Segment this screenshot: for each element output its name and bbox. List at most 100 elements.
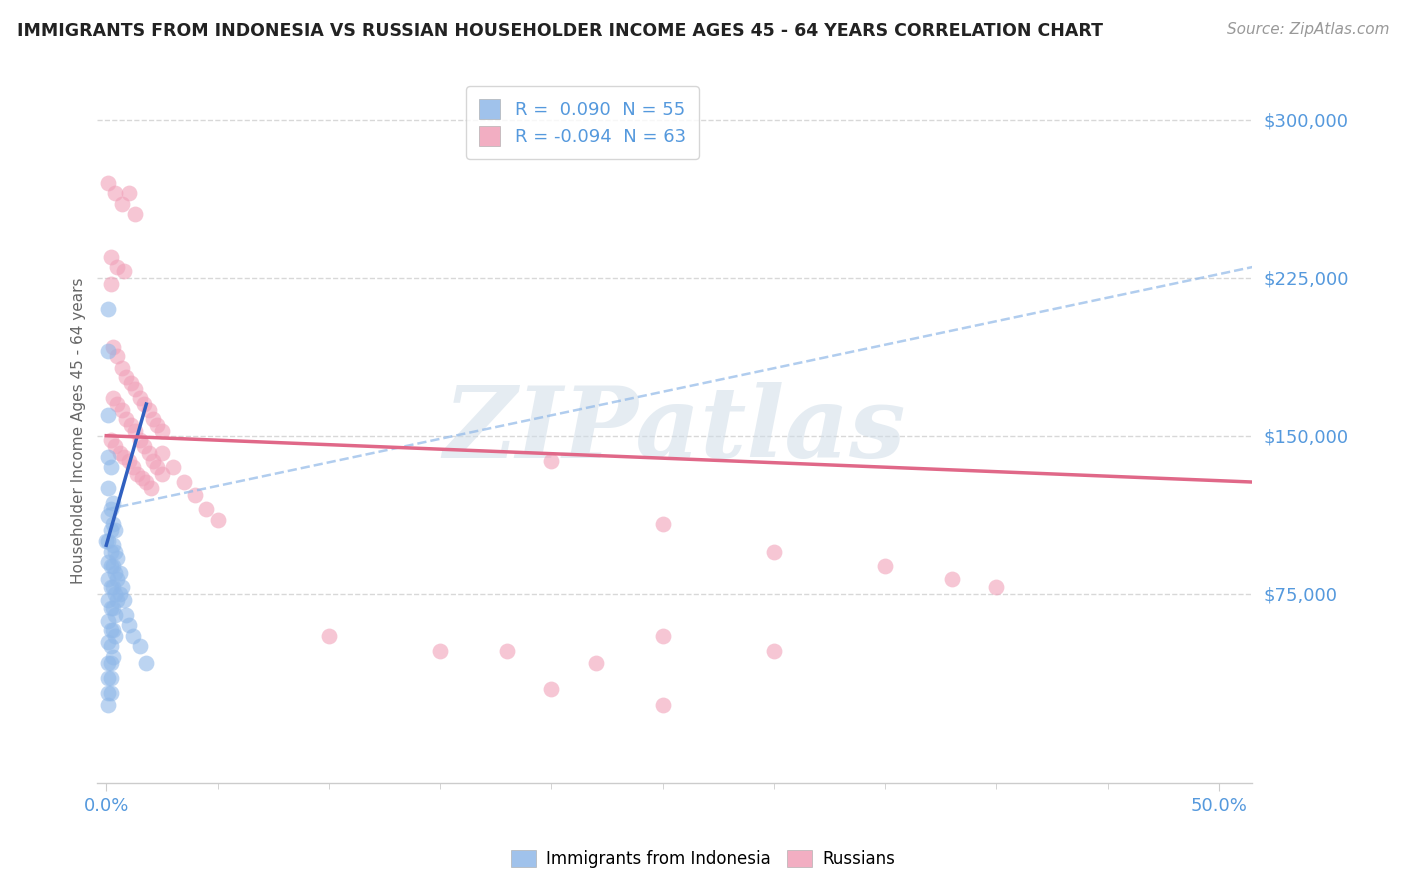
Point xyxy=(540,454,562,468)
Point xyxy=(104,544,127,558)
Point xyxy=(111,581,134,595)
Point xyxy=(101,340,124,354)
Point xyxy=(100,686,122,700)
Point xyxy=(986,581,1008,595)
Point xyxy=(195,502,218,516)
Point xyxy=(97,572,120,586)
Point xyxy=(762,643,785,657)
Point xyxy=(124,425,146,439)
Point xyxy=(117,618,139,632)
Point xyxy=(318,629,340,643)
Point xyxy=(97,593,120,607)
Point xyxy=(146,460,169,475)
Point xyxy=(100,502,122,516)
Point xyxy=(100,601,122,615)
Point xyxy=(104,629,127,643)
Text: Source: ZipAtlas.com: Source: ZipAtlas.com xyxy=(1226,22,1389,37)
Y-axis label: Householder Income Ages 45 - 64 years: Householder Income Ages 45 - 64 years xyxy=(72,277,86,583)
Point xyxy=(105,593,128,607)
Point xyxy=(112,264,135,278)
Point xyxy=(762,544,785,558)
Point xyxy=(111,403,134,417)
Point xyxy=(115,607,138,622)
Point xyxy=(150,445,173,459)
Point xyxy=(150,425,173,439)
Point xyxy=(100,623,122,637)
Point xyxy=(142,454,165,468)
Point xyxy=(97,686,120,700)
Point xyxy=(97,302,120,317)
Point xyxy=(162,460,184,475)
Point xyxy=(108,587,131,601)
Text: ZIPatlas: ZIPatlas xyxy=(443,382,905,479)
Point xyxy=(651,629,673,643)
Point xyxy=(101,601,124,615)
Point xyxy=(122,629,145,643)
Point xyxy=(111,197,134,211)
Point xyxy=(97,657,120,671)
Point xyxy=(105,572,128,586)
Point xyxy=(101,581,124,595)
Text: IMMIGRANTS FROM INDONESIA VS RUSSIAN HOUSEHOLDER INCOME AGES 45 - 64 YEARS CORRE: IMMIGRANTS FROM INDONESIA VS RUSSIAN HOU… xyxy=(17,22,1102,40)
Point xyxy=(112,593,135,607)
Point xyxy=(138,445,160,459)
Point xyxy=(101,649,124,664)
Point xyxy=(97,555,120,569)
Point xyxy=(142,412,165,426)
Point xyxy=(105,397,128,411)
Point xyxy=(135,657,157,671)
Point xyxy=(127,467,149,481)
Point xyxy=(651,517,673,532)
Legend: Immigrants from Indonesia, Russians: Immigrants from Indonesia, Russians xyxy=(505,843,901,875)
Point xyxy=(138,403,160,417)
Point xyxy=(101,559,124,574)
Point xyxy=(97,698,120,713)
Point xyxy=(100,581,122,595)
Point xyxy=(105,550,128,565)
Point xyxy=(97,344,120,359)
Point xyxy=(115,369,138,384)
Point xyxy=(104,524,127,538)
Legend: R =  0.090  N = 55, R = -0.094  N = 63: R = 0.090 N = 55, R = -0.094 N = 63 xyxy=(467,87,699,159)
Point xyxy=(96,534,118,549)
Point xyxy=(941,572,963,586)
Point xyxy=(97,671,120,685)
Point xyxy=(132,397,155,411)
Point xyxy=(100,277,122,291)
Point xyxy=(128,640,150,654)
Point xyxy=(100,250,122,264)
Point xyxy=(429,643,451,657)
Point xyxy=(101,496,124,510)
Point xyxy=(101,391,124,405)
Point xyxy=(100,671,122,685)
Point xyxy=(104,439,127,453)
Point xyxy=(100,640,122,654)
Point xyxy=(97,450,120,464)
Point xyxy=(120,418,142,433)
Point xyxy=(97,481,120,495)
Point xyxy=(124,382,146,396)
Point xyxy=(100,460,122,475)
Point xyxy=(651,698,673,713)
Point xyxy=(124,207,146,221)
Point xyxy=(97,534,120,549)
Point xyxy=(104,607,127,622)
Point xyxy=(105,260,128,274)
Point xyxy=(131,471,153,485)
Point xyxy=(101,538,124,552)
Point xyxy=(108,566,131,580)
Point xyxy=(139,481,162,495)
Point xyxy=(101,517,124,532)
Point xyxy=(173,475,195,489)
Point xyxy=(104,186,127,201)
Point xyxy=(135,475,157,489)
Point xyxy=(100,433,122,447)
Point xyxy=(104,566,127,580)
Point xyxy=(97,635,120,649)
Point xyxy=(100,657,122,671)
Point xyxy=(115,412,138,426)
Point xyxy=(100,544,122,558)
Point xyxy=(120,376,142,390)
Point xyxy=(495,643,517,657)
Point xyxy=(128,433,150,447)
